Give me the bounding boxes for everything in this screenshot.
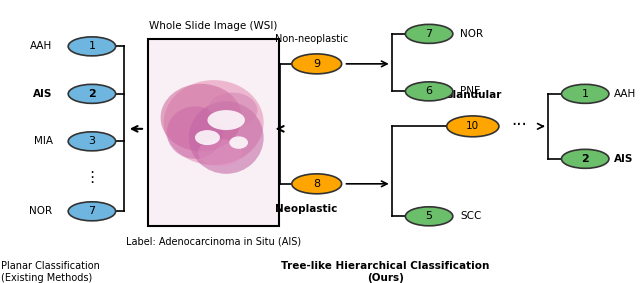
- Circle shape: [561, 149, 609, 168]
- Text: ⋮: ⋮: [84, 170, 100, 185]
- Bar: [148, 39, 279, 226]
- Text: 6: 6: [426, 86, 433, 96]
- Text: 10: 10: [467, 121, 479, 131]
- Text: NOR: NOR: [460, 29, 483, 39]
- Circle shape: [405, 207, 453, 226]
- Text: Glandular: Glandular: [444, 90, 502, 100]
- Ellipse shape: [207, 93, 257, 128]
- Text: 2: 2: [581, 154, 589, 164]
- Text: NOR: NOR: [29, 206, 52, 216]
- Circle shape: [68, 37, 116, 56]
- Ellipse shape: [167, 106, 223, 159]
- Text: ···: ···: [511, 116, 527, 134]
- Circle shape: [68, 202, 116, 221]
- Ellipse shape: [207, 110, 245, 130]
- Bar: [148, 39, 279, 226]
- Text: Neoplastic: Neoplastic: [275, 204, 337, 214]
- Text: 3: 3: [88, 136, 95, 146]
- Circle shape: [561, 84, 609, 103]
- Circle shape: [68, 132, 116, 151]
- Circle shape: [405, 82, 453, 101]
- Text: Tree-like Hierarchical Classification
(Ours): Tree-like Hierarchical Classification (O…: [281, 261, 490, 283]
- Ellipse shape: [198, 139, 242, 166]
- Text: 9: 9: [313, 59, 320, 69]
- Text: 8: 8: [313, 179, 320, 189]
- Ellipse shape: [161, 84, 242, 151]
- Text: 7: 7: [426, 29, 433, 39]
- Text: AIS: AIS: [614, 154, 634, 164]
- Text: AAH: AAH: [614, 89, 636, 99]
- Text: 2: 2: [88, 89, 96, 99]
- Ellipse shape: [189, 101, 264, 174]
- Text: SCC: SCC: [460, 211, 482, 221]
- Circle shape: [292, 174, 342, 194]
- Circle shape: [447, 116, 499, 137]
- Text: MIA: MIA: [33, 136, 52, 146]
- Text: 5: 5: [426, 211, 433, 221]
- Circle shape: [292, 54, 342, 74]
- Text: AAH: AAH: [30, 41, 52, 52]
- Ellipse shape: [195, 130, 220, 145]
- Text: AIS: AIS: [33, 89, 52, 99]
- Text: 7: 7: [88, 206, 95, 216]
- Text: 1: 1: [88, 41, 95, 52]
- Text: 1: 1: [582, 89, 589, 99]
- Ellipse shape: [164, 80, 264, 165]
- Circle shape: [68, 84, 116, 103]
- Text: PNE: PNE: [460, 86, 481, 96]
- Text: Non-neoplastic: Non-neoplastic: [275, 34, 348, 44]
- Text: Whole Slide Image (WSI): Whole Slide Image (WSI): [150, 22, 278, 31]
- Ellipse shape: [229, 136, 248, 149]
- Text: Planar Classification
(Existing Methods): Planar Classification (Existing Methods): [1, 261, 100, 283]
- Text: Label: Adenocarcinoma in Situ (AIS): Label: Adenocarcinoma in Situ (AIS): [126, 236, 301, 246]
- Circle shape: [405, 24, 453, 43]
